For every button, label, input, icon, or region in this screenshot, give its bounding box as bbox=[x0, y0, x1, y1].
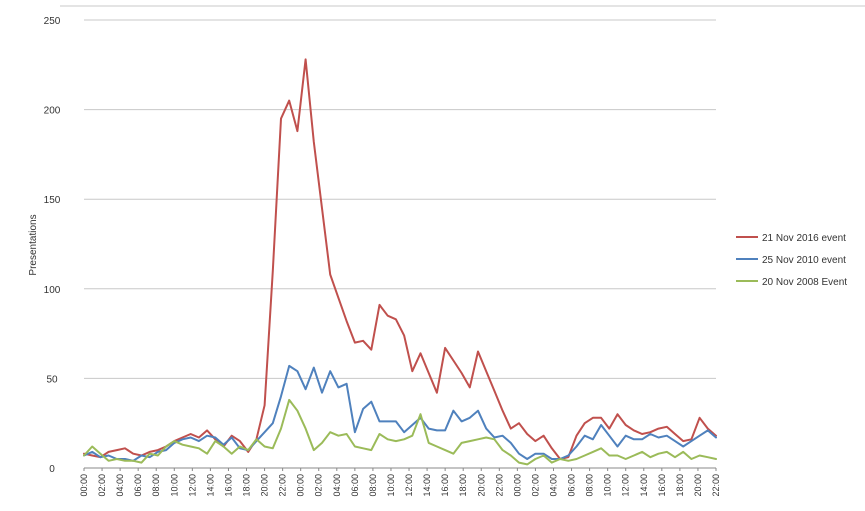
x-tick-label: 04:00 bbox=[332, 474, 342, 497]
x-tick-label: 14:00 bbox=[422, 474, 432, 497]
x-tick-label: 08:00 bbox=[151, 474, 161, 497]
y-axis-title: Presentations bbox=[28, 214, 39, 275]
x-tick-label: 04:00 bbox=[548, 474, 558, 497]
x-tick-label: 20:00 bbox=[693, 474, 703, 497]
axes: 0 50 100 150 200 250 00:00 02:00 04:00 06:00 08:00… bbox=[44, 16, 721, 497]
x-tick-label: 20:00 bbox=[260, 474, 270, 497]
y-tick-label: 250 bbox=[44, 16, 61, 27]
x-tick-label: 12:00 bbox=[187, 474, 197, 497]
x-tick-label: 00:00 bbox=[79, 474, 89, 497]
series-line-1 bbox=[83, 58, 717, 460]
x-tick-label: 22:00 bbox=[494, 474, 504, 497]
x-tick-label: 02:00 bbox=[530, 474, 540, 497]
x-tick-label: 00:00 bbox=[296, 474, 306, 497]
x-tick-label: 08:00 bbox=[585, 474, 595, 497]
legend-label-3: 20 Nov 2008 Event bbox=[762, 277, 847, 288]
x-tick-label: 08:00 bbox=[368, 474, 378, 497]
x-tick-label: 06:00 bbox=[567, 474, 577, 497]
x-tick-label: 16:00 bbox=[657, 474, 667, 497]
x-tick-label: 18:00 bbox=[675, 474, 685, 497]
x-tick-label: 02:00 bbox=[314, 474, 324, 497]
x-tick-label: 10:00 bbox=[603, 474, 613, 497]
y-tick-label: 50 bbox=[46, 374, 58, 385]
x-tick-label: 22:00 bbox=[711, 474, 721, 497]
legend-label-1: 21 Nov 2016 event bbox=[762, 233, 846, 244]
series-line-2 bbox=[83, 364, 717, 462]
x-tick-label: 14:00 bbox=[639, 474, 649, 497]
gridlines bbox=[60, 5, 865, 379]
x-tick-label: 18:00 bbox=[242, 474, 252, 497]
x-tick-label: 10:00 bbox=[386, 474, 396, 497]
x-tick-label: 12:00 bbox=[404, 474, 414, 497]
x-tick-label: 06:00 bbox=[133, 474, 143, 497]
legend-label-2: 25 Nov 2010 event bbox=[762, 255, 846, 266]
x-tick-label: 00:00 bbox=[512, 474, 522, 497]
y-tick-label: 150 bbox=[44, 195, 61, 206]
x-tick-label: 18:00 bbox=[458, 474, 468, 497]
x-tick-label: 20:00 bbox=[476, 474, 486, 497]
legend: 21 Nov 2016 event 25 Nov 2010 event 20 Nov… bbox=[736, 233, 847, 288]
x-tick-label: 12:00 bbox=[621, 474, 631, 497]
y-tick-label: 100 bbox=[44, 285, 61, 296]
x-tick-label: 16:00 bbox=[440, 474, 450, 497]
x-tick-label: 04:00 bbox=[115, 474, 125, 497]
x-tick-label: 06:00 bbox=[350, 474, 360, 497]
x-tick-label: 14:00 bbox=[205, 474, 215, 497]
y-tick-label: 0 bbox=[49, 464, 55, 475]
series-line-3 bbox=[83, 398, 717, 466]
x-tick-label: 22:00 bbox=[278, 474, 288, 497]
series-lines bbox=[83, 58, 717, 466]
x-tick-label: 02:00 bbox=[97, 474, 107, 497]
x-tick-label: 16:00 bbox=[223, 474, 233, 497]
y-tick-label: 200 bbox=[44, 106, 61, 117]
x-tick-label: 10:00 bbox=[169, 474, 179, 497]
